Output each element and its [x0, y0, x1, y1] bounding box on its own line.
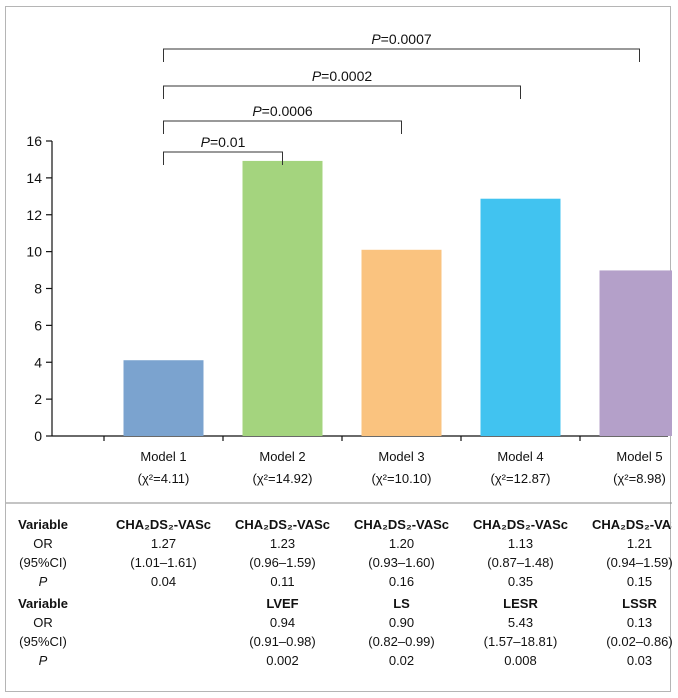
category-label: Model 1 — [140, 449, 186, 464]
category-label: Model 5 — [616, 449, 662, 464]
cell-p: 0.002 — [266, 653, 299, 668]
p-symbol: P — [252, 103, 262, 119]
cell-ci: (0.82–0.99) — [368, 634, 435, 649]
p-value: =0.0006 — [262, 103, 313, 119]
bar-model-5 — [599, 270, 678, 436]
cell-variable: CHA₂DS₂-VASc — [592, 517, 672, 532]
y-tick-label: 16 — [26, 133, 42, 149]
p-symbol: P — [312, 68, 322, 84]
results-table: Variable OR (95%CI) P CHA₂DS₂-VASc 1.27 (1.01–… — [6, 502, 678, 668]
comparison-bracket — [163, 151, 283, 165]
comparison-p-label: P=0.01 — [201, 134, 246, 150]
row-label-variable: Variable — [18, 517, 68, 532]
cell-p: 0.15 — [627, 574, 652, 589]
comparison-bracket — [163, 48, 640, 62]
cell-ci: (0.91–0.98) — [249, 634, 316, 649]
axes: 0 2 4 6 8 10 12 14 16 — [26, 133, 668, 444]
category-sublabel: (χ²=12.87) — [491, 471, 551, 486]
cell-variable: CHA₂DS₂-VASc — [116, 517, 211, 532]
p-symbol: P — [201, 134, 211, 150]
cell-ci: (0.94–1.59) — [606, 555, 672, 570]
y-tick-label: 14 — [26, 170, 42, 186]
row-label-p: P — [39, 653, 48, 668]
category-labels: Model 1 (χ²=4.11) Model 2 (χ²=14.92) Model 3… — [138, 449, 666, 486]
cell-ci: (0.96–1.59) — [249, 555, 316, 570]
y-tick-label: 4 — [34, 354, 42, 370]
cell-variable: CHA₂DS₂-VASc — [354, 517, 449, 532]
bar-model-2 — [242, 160, 323, 436]
cell-or: 1.20 — [389, 536, 414, 551]
y-tick-label: 10 — [26, 244, 42, 260]
cell-p: 0.02 — [389, 653, 414, 668]
category-label: Model 4 — [497, 449, 543, 464]
bar-model-4 — [480, 198, 561, 436]
cell-p: 0.16 — [389, 574, 414, 589]
y-tick-label: 6 — [34, 317, 42, 333]
row-label-ci: (95%CI) — [19, 634, 67, 649]
category-sublabel: (χ²=8.98) — [613, 471, 666, 486]
row-label-or: OR — [33, 615, 53, 630]
cell-p: 0.03 — [627, 653, 652, 668]
row-label-variable: Variable — [18, 596, 68, 611]
row-label-ci: (95%CI) — [19, 555, 67, 570]
category-sublabel: (χ²=14.92) — [253, 471, 313, 486]
y-tick-label: 12 — [26, 207, 42, 223]
cell-ci: (0.02–0.86) — [606, 634, 672, 649]
y-tick-label: 2 — [34, 391, 42, 407]
bars — [123, 160, 678, 436]
y-tick-label: 0 — [34, 428, 42, 444]
p-value: =0.01 — [210, 134, 246, 150]
cell-p: 0.008 — [504, 653, 537, 668]
p-symbol: P — [371, 31, 381, 47]
comparison-bracket — [163, 85, 521, 99]
cell-or: 0.94 — [270, 615, 295, 630]
comparison-p-label: P=0.0002 — [312, 68, 373, 84]
category-sublabel: (χ²=10.10) — [372, 471, 432, 486]
cell-variable: LSSR — [622, 596, 657, 611]
cell-ci: (0.87–1.48) — [487, 555, 554, 570]
cell-p: 0.35 — [508, 574, 533, 589]
cell-or: 1.27 — [151, 536, 176, 551]
cell-ci: (0.93–1.60) — [368, 555, 435, 570]
cell-variable: LS — [393, 596, 410, 611]
cell-or: 1.13 — [508, 536, 533, 551]
cell-variable: CHA₂DS₂-VASc — [235, 517, 330, 532]
figure-frame: 0 2 4 6 8 10 12 14 16 P=0.01 P=0.0006 P=0.0002 P=0.… — [5, 6, 678, 692]
cell-variable: LVEF — [266, 596, 298, 611]
cell-or: 1.23 — [270, 536, 295, 551]
cell-or: 5.43 — [508, 615, 533, 630]
cell-ci: (1.57–18.81) — [484, 634, 558, 649]
category-label: Model 3 — [378, 449, 424, 464]
cell-p: 0.04 — [151, 574, 176, 589]
comparison-bracket — [163, 120, 402, 134]
cell-ci: (1.01–1.61) — [130, 555, 197, 570]
category-sublabel: (χ²=4.11) — [138, 471, 190, 486]
cell-p: 0.11 — [270, 574, 294, 589]
p-value: =0.0002 — [321, 68, 372, 84]
comparison-p-label: P=0.0006 — [252, 103, 313, 119]
cell-or: 0.90 — [389, 615, 414, 630]
y-tick-label: 8 — [34, 281, 42, 297]
bar-model-3 — [361, 249, 442, 436]
comparison-p-label: P=0.0007 — [371, 31, 432, 47]
cell-or: 1.21 — [627, 536, 652, 551]
bar-model-1 — [123, 360, 204, 436]
cell-or: 0.13 — [627, 615, 652, 630]
p-value: =0.0007 — [381, 31, 432, 47]
category-label: Model 2 — [259, 449, 305, 464]
cell-variable: CHA₂DS₂-VASc — [473, 517, 568, 532]
row-label-or: OR — [33, 536, 53, 551]
row-label-p: P — [39, 574, 48, 589]
cell-variable: LESR — [503, 596, 538, 611]
